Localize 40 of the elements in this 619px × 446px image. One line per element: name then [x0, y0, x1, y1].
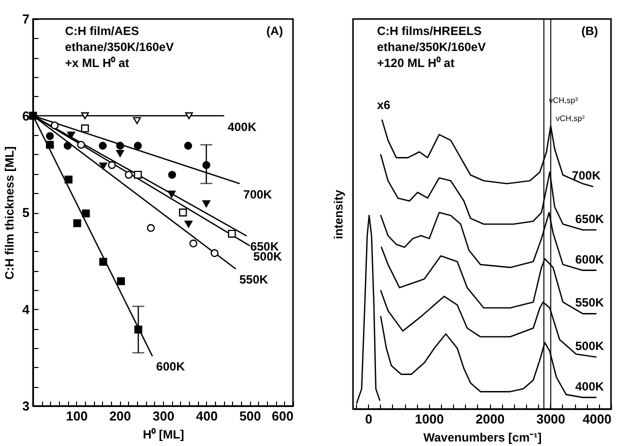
annotation: +x ML H⁰ at: [65, 56, 130, 70]
x-tick-label: 1000: [414, 412, 444, 426]
ref-line-label: νCH,sp²: [556, 114, 585, 123]
series-label: 500K: [575, 339, 604, 353]
series-label: 650K: [575, 212, 604, 226]
text: (B): [581, 24, 598, 38]
x-tick-label: 200: [109, 408, 132, 424]
x-tick-label: 3000: [536, 412, 566, 426]
y-tick-label: 6: [22, 108, 30, 124]
annotation: C:H film/AES: [65, 24, 140, 38]
series-label: 400K: [228, 120, 257, 134]
text: ethane/350K/160eV: [377, 40, 486, 54]
series-label: 550K: [239, 272, 268, 287]
series-label: 550K: [575, 296, 604, 310]
x-tick-label: 100: [66, 408, 88, 424]
x-axis-title: H⁰ [ML]: [142, 428, 184, 442]
y-axis-title: C:H film thickness [ML]: [2, 146, 16, 280]
x-tick-label: 500: [239, 408, 262, 424]
series-label: 700K: [243, 187, 272, 202]
y-tick-label: 7: [22, 12, 30, 26]
y-axis-title: intensity: [332, 190, 346, 240]
x-tick-label: 600: [272, 408, 294, 424]
text: +120 ML H⁰ at: [377, 56, 454, 70]
x-axis-title: Wavenumbers [cm⁻¹]: [423, 430, 542, 444]
y-tick-label: 4: [22, 302, 30, 317]
text: C:H films/HREELS: [377, 24, 482, 38]
series-label: 400K: [575, 379, 604, 394]
series-label: 600K: [156, 360, 186, 374]
x-tick-label: 2000: [476, 412, 505, 426]
text: x6: [377, 98, 391, 112]
series-label: 700K: [572, 168, 601, 183]
y-tick-label: 5: [22, 205, 30, 220]
series-label: 600K: [575, 252, 604, 266]
x-tick-label: 300: [152, 408, 174, 424]
x-tick-label: 400: [196, 408, 218, 424]
x-tick-label: 4000: [582, 412, 612, 426]
y-tick-label: 3: [22, 398, 30, 414]
x-tick-label: 0: [365, 412, 372, 426]
annotation: (A): [266, 24, 283, 38]
annotation: ethane/350K/160eV: [65, 40, 174, 54]
